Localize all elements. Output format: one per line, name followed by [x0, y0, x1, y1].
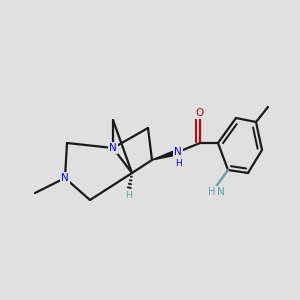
Polygon shape	[152, 149, 179, 160]
Text: N: N	[174, 147, 182, 157]
Text: H: H	[176, 159, 182, 168]
Text: O: O	[196, 108, 204, 118]
Text: N: N	[109, 143, 117, 153]
Text: H: H	[208, 187, 216, 197]
Text: N: N	[61, 173, 69, 183]
Text: N: N	[217, 187, 224, 197]
Text: H: H	[124, 190, 131, 200]
